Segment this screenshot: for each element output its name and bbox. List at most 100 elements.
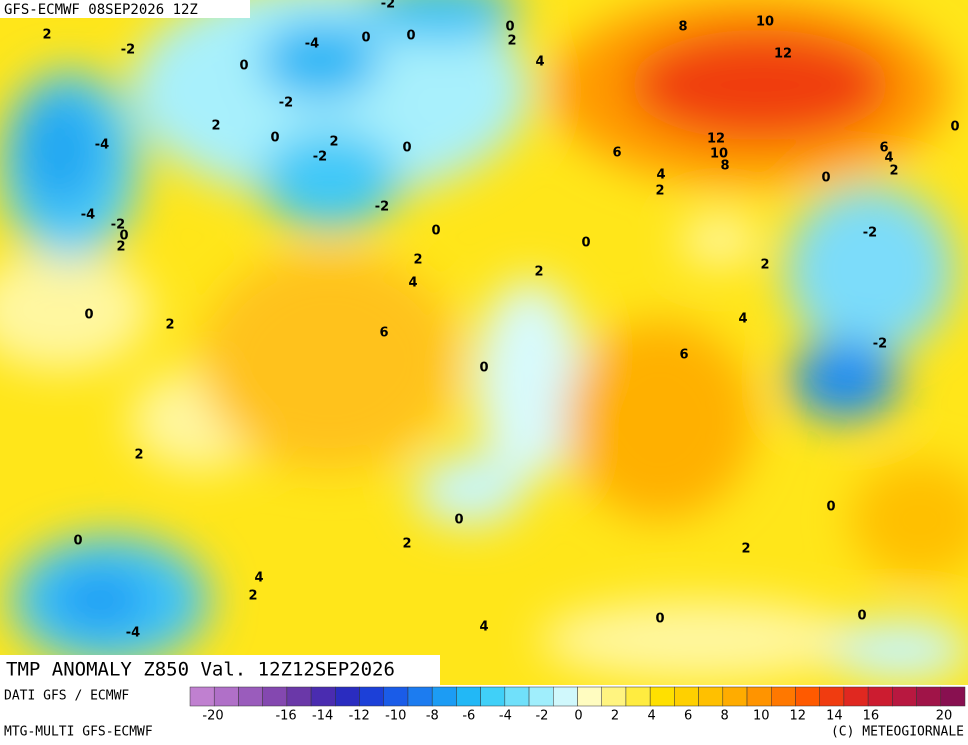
title-box — [0, 655, 440, 685]
legend-label: 12 — [790, 709, 807, 724]
legend-label: 8 — [721, 709, 729, 724]
legend-swatch — [553, 686, 578, 707]
legend-swatch — [601, 686, 627, 707]
legend-label: -4 — [499, 709, 512, 724]
contour-label: 12 — [707, 132, 725, 147]
contour-label: 4 — [656, 168, 665, 183]
contour-label: 0 — [239, 59, 248, 74]
contour-label: 0 — [857, 609, 866, 624]
legend-swatch — [335, 686, 360, 707]
anomaly-field — [0, 0, 968, 680]
contour-label: 2 — [741, 542, 750, 557]
footer-source: DATI GFS / ECMWF — [4, 689, 129, 704]
contour-label: 2 — [507, 34, 516, 49]
contour-label: -2 — [863, 226, 877, 241]
contour-label: 4 — [254, 571, 263, 586]
legend-swatch — [819, 686, 845, 707]
legend-label: 16 — [863, 709, 880, 724]
legend-label: 6 — [684, 709, 692, 724]
contour-label: 6 — [679, 348, 688, 363]
legend-swatch — [698, 686, 724, 707]
legend-swatch — [407, 686, 433, 707]
contour-label: 0 — [119, 229, 128, 244]
legend-label: -2 — [535, 709, 548, 724]
legend-swatch — [528, 686, 554, 707]
legend-label: -10 — [385, 709, 406, 724]
legend-label: 20 — [936, 709, 953, 724]
contour-label: 0 — [454, 513, 463, 528]
contour-label: 4 — [479, 620, 488, 635]
contour-label: 2 — [413, 253, 422, 268]
contour-label: 0 — [270, 131, 279, 146]
legend-swatch — [746, 686, 772, 707]
legend-label: -6 — [462, 709, 475, 724]
legend-label: 10 — [753, 709, 770, 724]
legend-label: -14 — [312, 709, 333, 724]
color-legend: -20 -16 -14 -12 -10 -8 -6 -4 -2 0 2 4 6 8 10 12 14 16 20 — [189, 686, 966, 724]
contour-label: 2 — [116, 240, 125, 255]
contour-label: 10 — [710, 147, 728, 162]
contour-label: 0 — [402, 141, 411, 156]
contour-label: 8 — [678, 20, 687, 35]
legend-swatch — [843, 686, 869, 707]
contour-label: 8 — [720, 159, 729, 174]
legend-label: 0 — [574, 709, 582, 724]
legend-swatch — [722, 686, 748, 707]
legend-swatch — [504, 686, 530, 707]
contour-label: 0 — [84, 308, 93, 323]
contour-label: -4 — [95, 138, 109, 153]
legend-label: -20 — [202, 709, 223, 724]
legend-swatch — [940, 686, 966, 707]
contour-label: 2 — [760, 258, 769, 273]
contour-label: 4 — [884, 151, 893, 166]
contour-label: 2 — [211, 119, 220, 134]
contour-label: -4 — [81, 208, 95, 223]
contour-label: -2 — [279, 96, 293, 111]
contour-label: 4 — [408, 276, 417, 291]
contour-label: 0 — [406, 29, 415, 44]
contour-label: 4 — [535, 55, 544, 70]
contour-label: -2 — [381, 0, 395, 12]
legend-swatch — [189, 686, 215, 707]
legend-swatch — [286, 686, 312, 707]
contour-label: 0 — [431, 224, 440, 239]
contour-label: 4 — [738, 312, 747, 327]
legend-swatch — [456, 686, 481, 707]
contour-label: -2 — [111, 218, 125, 233]
contour-label: 0 — [826, 500, 835, 515]
contour-label: 2 — [329, 135, 338, 150]
legend-swatch — [916, 686, 942, 707]
contour-label: 0 — [950, 120, 959, 135]
legend-swatch — [238, 686, 263, 707]
legend-swatch — [213, 686, 239, 707]
legend-swatch — [431, 686, 457, 707]
footer-model: MTG-MULTI GFS-ECMWF — [4, 725, 153, 740]
legend-swatch — [262, 686, 288, 707]
contour-label: -2 — [121, 43, 135, 58]
legend-label: 4 — [647, 709, 655, 724]
legend-label: 2 — [611, 709, 619, 724]
legend-swatch — [795, 686, 820, 707]
legend-label: -12 — [349, 709, 370, 724]
legend-swatch — [359, 686, 384, 707]
contour-label: 0 — [655, 612, 664, 627]
contour-label: 6 — [879, 141, 888, 156]
legend-label: -8 — [426, 709, 439, 724]
map-title: TMP ANOMALY Z850 Val. 12Z12SEP2026 — [6, 659, 395, 681]
contour-label: 2 — [248, 589, 257, 604]
footer-copyright: (C) METEOGIORNALE — [831, 725, 964, 740]
contour-label: 2 — [134, 448, 143, 463]
contour-label: 2 — [889, 164, 898, 179]
legend-swatch — [867, 686, 893, 707]
legend-swatch — [771, 686, 796, 707]
contour-label: 6 — [612, 146, 621, 161]
contour-label: -2 — [873, 337, 887, 352]
contour-label: 0 — [821, 171, 830, 186]
contour-label: 0 — [361, 31, 370, 46]
header-title: GFS-ECMWF 08SEP2026 12Z — [4, 2, 198, 18]
legend-swatch — [674, 686, 699, 707]
legend-swatch — [480, 686, 506, 707]
